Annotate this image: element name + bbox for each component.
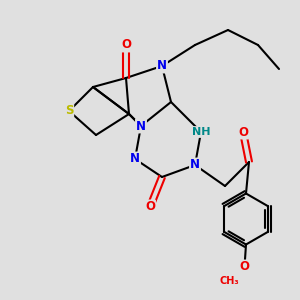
Text: N: N [136,119,146,133]
Text: N: N [130,152,140,166]
Text: NH: NH [192,127,210,137]
Text: CH₃: CH₃ [220,275,239,286]
Text: O: O [239,260,250,274]
Text: O: O [145,200,155,214]
Text: N: N [157,59,167,73]
Text: O: O [121,38,131,52]
Text: N: N [190,158,200,172]
Text: S: S [65,104,73,118]
Text: O: O [238,125,248,139]
